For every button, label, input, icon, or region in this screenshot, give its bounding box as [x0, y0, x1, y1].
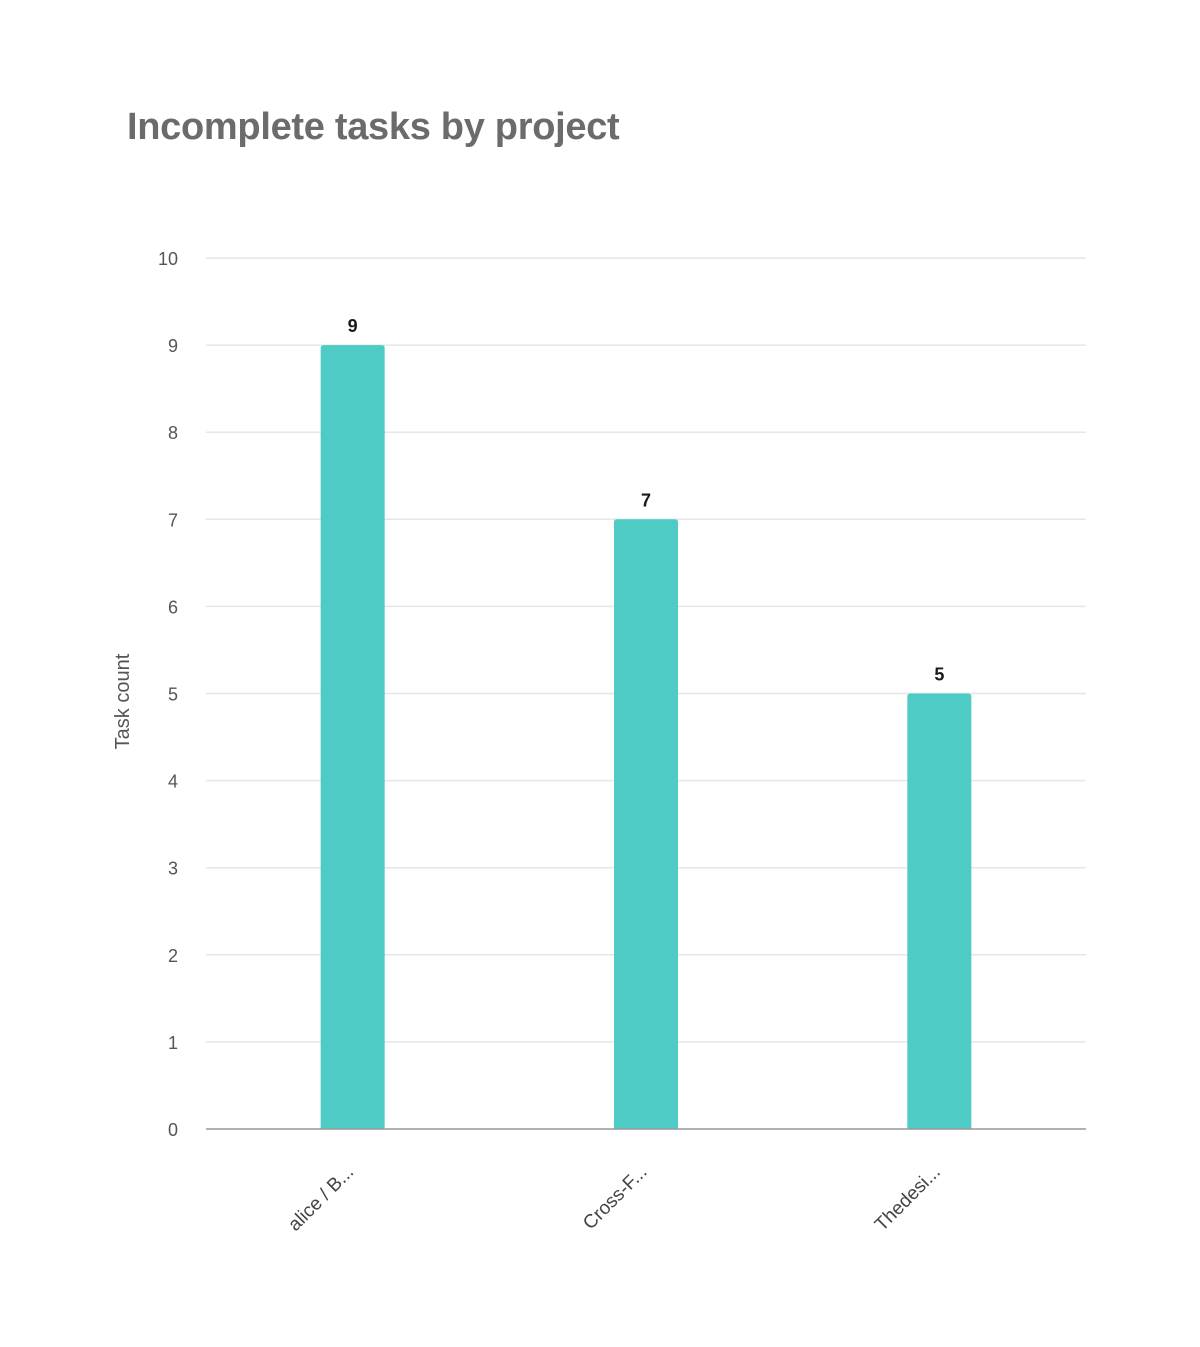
bar-value-label: 7	[641, 490, 651, 510]
x-category-label: alice / B...	[284, 1162, 358, 1236]
y-tick-label: 4	[168, 772, 178, 792]
bar-value-label: 5	[934, 665, 944, 685]
y-tick-label: 6	[168, 597, 178, 617]
y-tick-label: 1	[168, 1033, 178, 1053]
bar[interactable]	[614, 519, 678, 1129]
x-category-label: Cross-F...	[579, 1162, 651, 1234]
data-labels: 9 7 5	[348, 316, 945, 684]
bar[interactable]	[907, 693, 972, 1130]
y-tick-label: 3	[168, 859, 178, 879]
y-tick-label: 5	[168, 685, 178, 705]
bars	[320, 345, 972, 1130]
y-tick-label: 0	[168, 1120, 178, 1140]
y-tick-label: 9	[168, 336, 178, 356]
y-tick-label: 10	[158, 249, 178, 269]
x-category-label: Thedesi...	[871, 1162, 945, 1236]
y-axis-title: Task count	[112, 653, 134, 749]
y-tick-label: 2	[168, 946, 178, 966]
x-axis-categories: alice / B... Cross-F... Thedesi...	[284, 1162, 945, 1236]
bar[interactable]	[320, 345, 385, 1130]
bar-value-label: 9	[348, 316, 358, 336]
y-tick-label: 8	[168, 423, 178, 443]
y-axis-ticks: 0 1 2 3 4 5 6 7 8 9 10	[158, 249, 178, 1140]
y-tick-label: 7	[168, 510, 178, 530]
chart-title: Incomplete tasks by project	[127, 106, 620, 148]
